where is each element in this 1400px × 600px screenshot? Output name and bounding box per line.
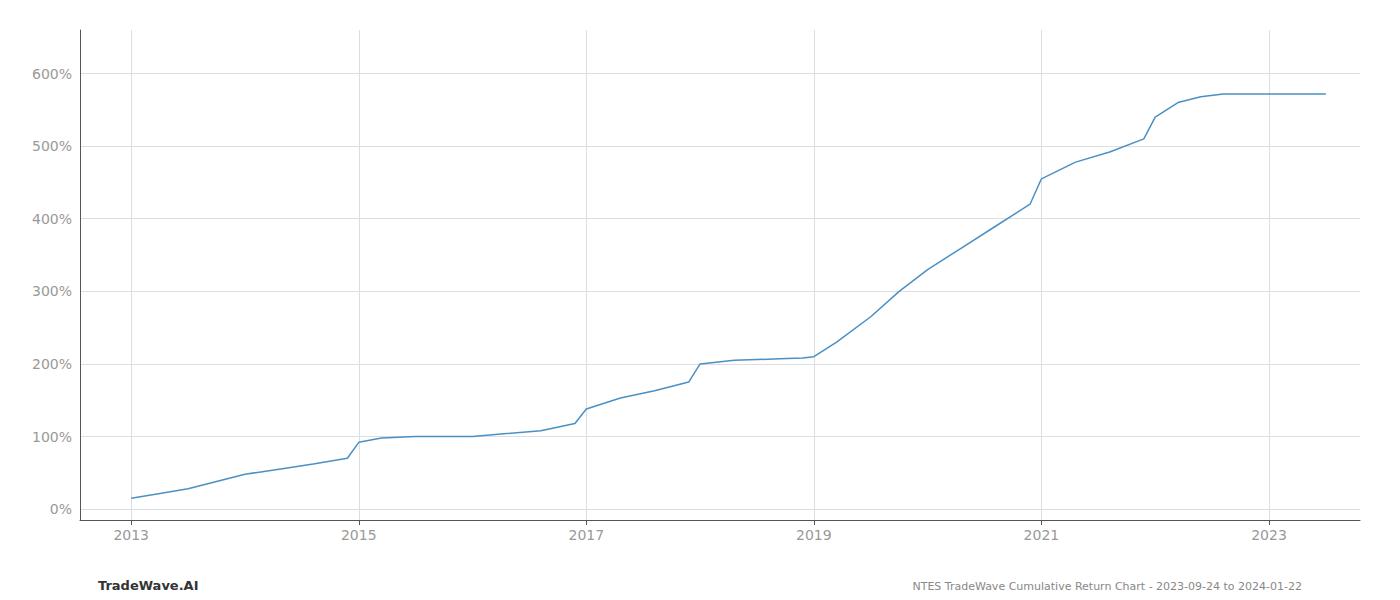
svg-text:400%: 400% [32,211,72,227]
svg-text:2019: 2019 [796,527,832,543]
svg-text:300%: 300% [32,283,72,299]
svg-text:2021: 2021 [1024,527,1060,543]
svg-text:2023: 2023 [1251,527,1287,543]
svg-text:100%: 100% [32,429,72,445]
svg-text:0%: 0% [50,501,72,517]
svg-text:2017: 2017 [568,527,604,543]
svg-text:NTES TradeWave Cumulative Retu: NTES TradeWave Cumulative Return Chart -… [912,580,1302,593]
svg-text:2013: 2013 [113,527,149,543]
svg-text:TradeWave.AI: TradeWave.AI [98,578,199,593]
svg-text:2015: 2015 [341,527,377,543]
svg-text:500%: 500% [32,138,72,154]
svg-text:600%: 600% [32,66,72,82]
svg-text:200%: 200% [32,356,72,372]
